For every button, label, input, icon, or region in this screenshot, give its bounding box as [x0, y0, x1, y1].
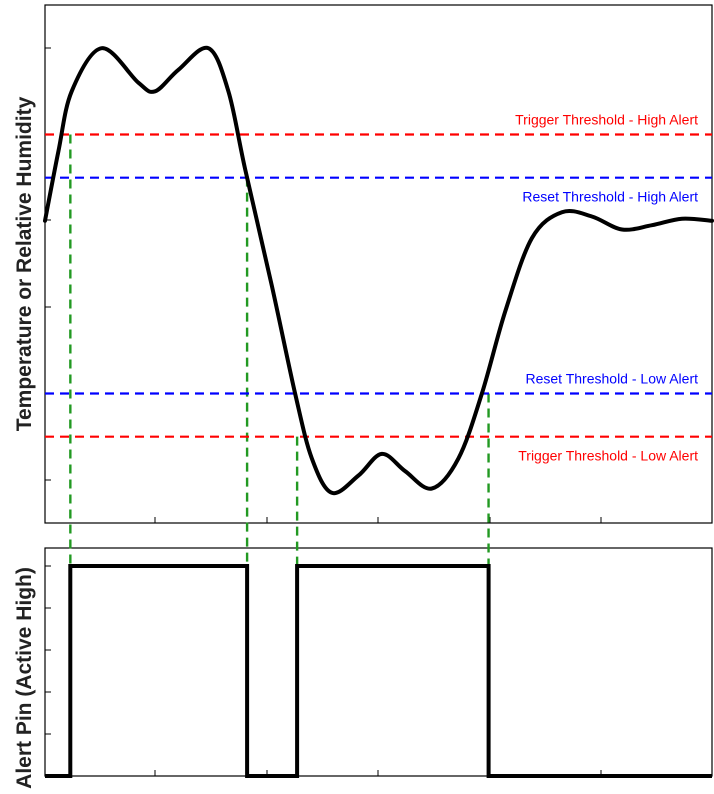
- threshold-label-trigger-high: Trigger Threshold - High Alert: [515, 112, 698, 128]
- threshold-lines: [45, 133, 712, 438]
- bottom-panel-ylabel: Alert Pin (Active High): [13, 567, 36, 789]
- axis-ticks: [45, 47, 602, 776]
- threshold-labels: Trigger Threshold - High Alert Reset Thre…: [515, 112, 698, 464]
- sensor-signal-curve: [43, 45, 714, 496]
- threshold-label-reset-high: Reset Threshold - High Alert: [522, 189, 698, 205]
- bottom-panel-frame: [44, 547, 713, 777]
- top-panel-ylabel: Temperature or Relative Humidity: [13, 96, 36, 431]
- threshold-label-trigger-low: Trigger Threshold - Low Alert: [518, 448, 698, 464]
- top-panel-frame: [44, 4, 713, 524]
- crossing-guide-lines: [69, 134, 490, 566]
- alert-pin-waveform: [45, 564, 712, 778]
- threshold-label-reset-low: Reset Threshold - Low Alert: [526, 371, 699, 387]
